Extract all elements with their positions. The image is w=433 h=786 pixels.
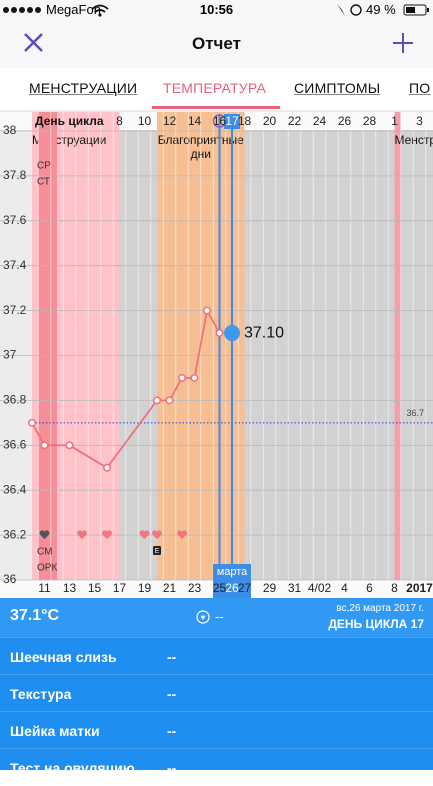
date-tick-label: 6 bbox=[366, 581, 373, 595]
page-title: Отчет bbox=[0, 34, 433, 54]
active-tab-indicator bbox=[152, 106, 280, 109]
cycle-tick-label: 12 bbox=[163, 114, 177, 128]
y-tick-label: 36.8 bbox=[3, 393, 27, 407]
y-tick-label: 38 bbox=[3, 123, 17, 137]
point bbox=[29, 420, 35, 426]
tab-bar: МЕНСТРУАЦИИ ТЕМПЕРАТУРА СИМПТОМЫ ПО bbox=[0, 68, 433, 111]
point bbox=[204, 307, 210, 313]
date-tick-label: 29 bbox=[263, 581, 277, 595]
point bbox=[191, 375, 197, 381]
side-label: СМ bbox=[37, 547, 52, 558]
side-label: ОРК bbox=[37, 563, 57, 574]
detail-label: Тест на овуляцию bbox=[10, 760, 135, 776]
date-tick-label: 8 bbox=[391, 581, 398, 595]
date-tick-label: 15 bbox=[88, 581, 102, 595]
date-tick-label: 11 bbox=[38, 581, 51, 595]
date-tick-label: 19 bbox=[138, 581, 152, 595]
y-tick-label: 37.6 bbox=[3, 213, 27, 227]
detail-value: -- bbox=[167, 723, 176, 739]
cycle-tick-label: 8 bbox=[116, 114, 123, 128]
point bbox=[179, 375, 185, 381]
date-tick-label: 21 bbox=[163, 581, 177, 595]
current-value-label: 37.10 bbox=[244, 324, 284, 341]
cycle-tick-label: 10 bbox=[138, 114, 152, 128]
current-point bbox=[224, 325, 240, 341]
detail-row[interactable]: Шеечная слизь -- bbox=[0, 637, 433, 675]
cycle-tick-label: 26 bbox=[338, 114, 352, 128]
detail-row[interactable]: Текстура -- bbox=[0, 674, 433, 712]
detail-value: -- bbox=[167, 649, 176, 665]
y-tick-label: 37 bbox=[3, 348, 17, 362]
date-tick-label: 2017 bbox=[406, 581, 433, 595]
y-tick-label: 37.8 bbox=[3, 168, 27, 182]
detail-label: Шеечная слизь bbox=[10, 649, 117, 665]
battery-text: 49 % bbox=[366, 2, 396, 17]
y-tick-label: 36.6 bbox=[3, 437, 27, 451]
point bbox=[41, 442, 47, 448]
x-axis-label: День цикла bbox=[35, 114, 104, 128]
date-tick-label: 23 bbox=[188, 581, 202, 595]
side-label: СТ bbox=[37, 177, 50, 188]
date-tick-label: 4/02 bbox=[308, 581, 332, 595]
point bbox=[166, 397, 172, 403]
status-bar: MegaFon 10:56 49 % bbox=[0, 0, 433, 20]
day-details: 37.1°C ♥ -- вс,26 марта 2017 г. ДЕНЬ ЦИК… bbox=[0, 598, 433, 770]
y-tick-label: 37.2 bbox=[3, 303, 27, 317]
note-marker-label: E bbox=[155, 548, 160, 555]
detail-label: Текстура bbox=[10, 686, 71, 702]
cycle-tick-label: 24 bbox=[313, 114, 327, 128]
tab[interactable]: МЕНСТРУАЦИИ bbox=[29, 80, 137, 96]
detail-label: Шейка матки bbox=[10, 723, 100, 739]
cycle-tick-label: 1 bbox=[391, 114, 398, 128]
note-icon: ♥ bbox=[196, 610, 210, 624]
band bbox=[395, 112, 401, 580]
note-value: -- bbox=[215, 609, 224, 624]
detail-row[interactable]: Шейка матки -- bbox=[0, 711, 433, 749]
detail-value: -- bbox=[167, 686, 176, 702]
cycle-tick-label: 14 bbox=[188, 114, 202, 128]
date-tick-label: 4 bbox=[341, 581, 348, 595]
date-tick-label: 27 bbox=[238, 581, 252, 595]
svg-text:♥: ♥ bbox=[201, 613, 206, 622]
cycle-tick-label: 18 bbox=[238, 114, 252, 128]
coverline-label: 36.7 bbox=[406, 408, 424, 418]
detail-value: -- bbox=[167, 760, 176, 776]
y-tick-label: 36.2 bbox=[3, 527, 27, 541]
tab[interactable]: ПО bbox=[409, 80, 430, 96]
summary-cycle-day: ДЕНЬ ЦИКЛА 17 bbox=[328, 617, 424, 631]
cycle-tick-label: 22 bbox=[288, 114, 302, 128]
cycle-tick-label: 20 bbox=[263, 114, 277, 128]
detail-row[interactable]: Тест на овуляцию -- bbox=[0, 748, 433, 786]
date-tick-label: 31 bbox=[288, 581, 302, 595]
tab[interactable]: ТЕМПЕРАТУРА bbox=[163, 80, 266, 96]
side-label: СР bbox=[37, 161, 51, 172]
cycle-tick-label: 28 bbox=[363, 114, 377, 128]
page: MegaFon 10:56 49 % Отчет МЕНСТРУАЦИИ ТЕМ… bbox=[0, 0, 433, 770]
date-tick-label: 17 bbox=[113, 581, 127, 595]
summary-date: вс,26 марта 2017 г. bbox=[336, 603, 424, 614]
cycle-tick-label: 3 bbox=[416, 114, 423, 128]
temperature-value: 37.1°C bbox=[10, 607, 59, 625]
date-tick-label: 13 bbox=[63, 581, 77, 595]
point bbox=[154, 397, 160, 403]
point bbox=[104, 465, 110, 471]
y-tick-label: 36 bbox=[3, 572, 17, 586]
y-tick-label: 36.4 bbox=[3, 482, 27, 496]
y-tick-label: 37.4 bbox=[3, 258, 27, 272]
nav-bar: Отчет bbox=[0, 20, 433, 68]
point bbox=[66, 442, 72, 448]
month-label: марта bbox=[217, 566, 248, 578]
tab[interactable]: СИМПТОМЫ bbox=[294, 80, 380, 96]
point bbox=[216, 330, 222, 336]
